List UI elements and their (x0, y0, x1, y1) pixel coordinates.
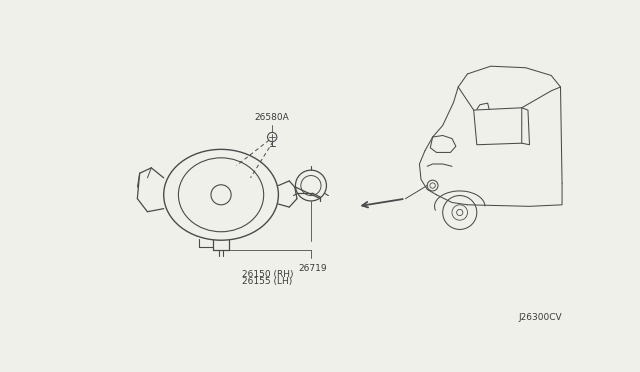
Text: J26300CV: J26300CV (518, 313, 562, 322)
Text: 26150 (RH): 26150 (RH) (242, 270, 293, 279)
Text: 26719: 26719 (298, 264, 327, 273)
Text: 26580A: 26580A (255, 113, 289, 122)
Text: 26155 (LH): 26155 (LH) (243, 277, 292, 286)
